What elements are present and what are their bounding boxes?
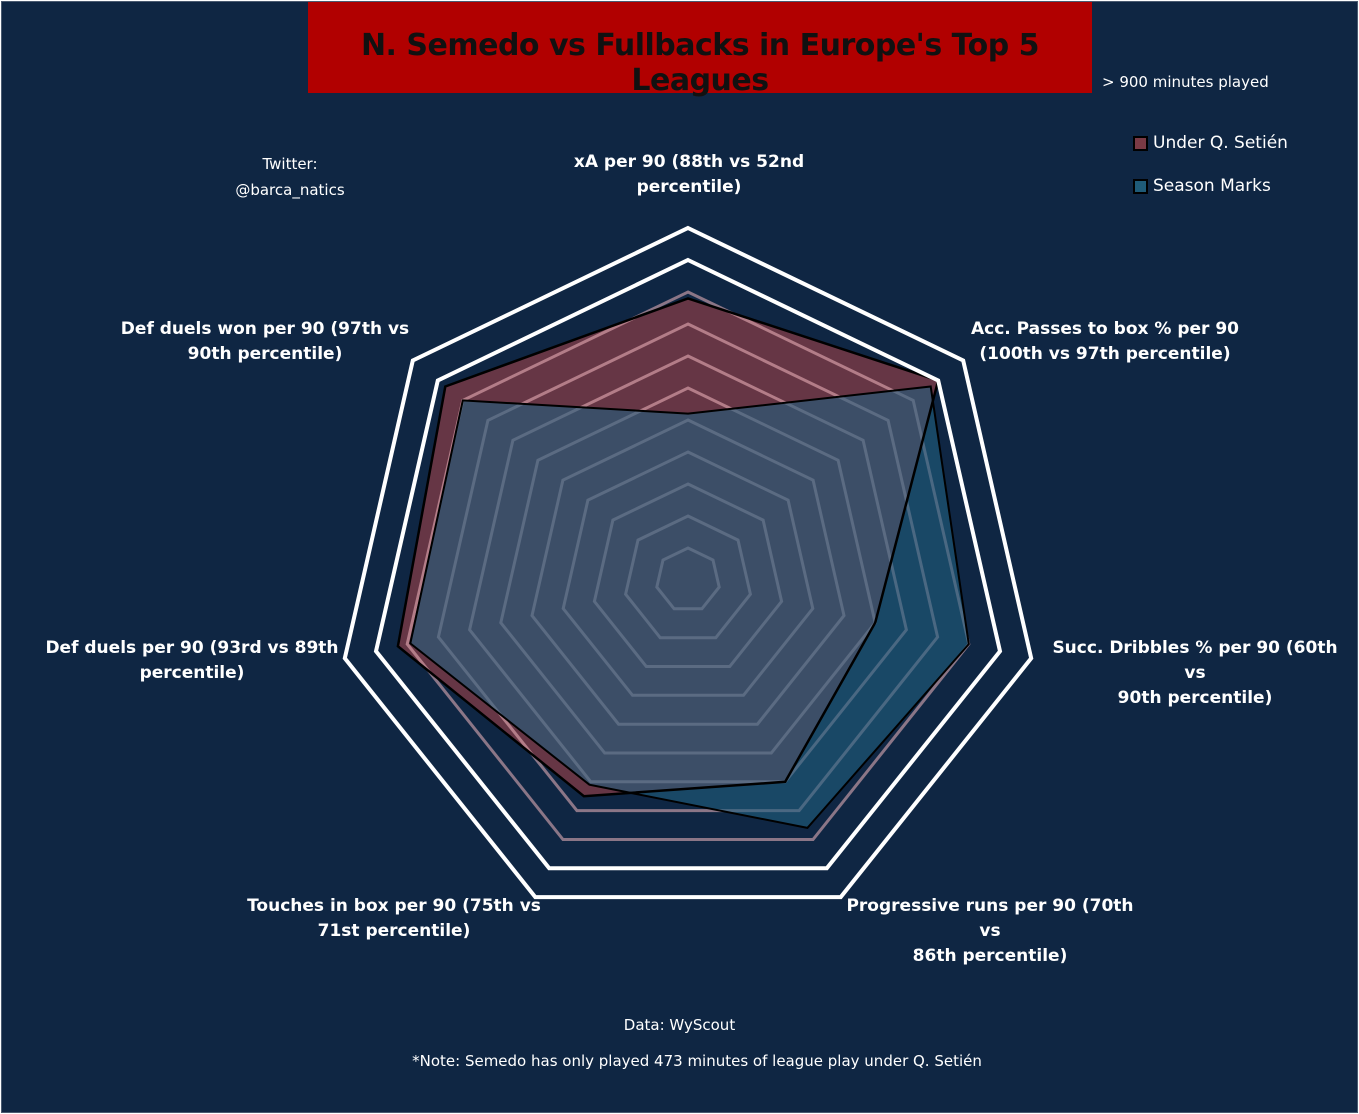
footnote: *Note: Semedo has only played 473 minute… [412,1052,982,1070]
axis-label-xa-line2: percentile) [636,177,742,197]
axis-label-xa: xA per 90 (88th vs 52nd percentile) [539,150,839,200]
axis-label-passes-to-box-line1: Acc. Passes to box % per 90 [970,319,1240,339]
title-banner: N. Semedo vs Fullbacks in Europe's Top 5… [308,2,1092,98]
legend-item-season-marks: Season Marks [1133,176,1271,196]
axis-label-dribbles: Succ. Dribbles % per 90 (60th vs 90th pe… [1045,636,1345,711]
chart-title: N. Semedo vs Fullbacks in Europe's Top 5… [360,28,1040,98]
axis-label-dribbles-line1: Succ. Dribbles % per 90 (60th vs [1052,638,1338,683]
axis-label-touches-in-box-line2: 71st percentile) [317,921,471,941]
series-season-marks-outline [409,385,970,829]
axis-label-def-duels-won-line1: Def duels won per 90 (97th vs [120,319,410,339]
grid-ring-max [373,257,1003,871]
twitter-credit: Twitter: @barca_natics [220,151,360,203]
twitter-credit-line2: @barca_natics [235,181,345,199]
axis-label-progressive-runs-line1: Progressive runs per 90 (70th vs [846,896,1134,941]
outer-frame [342,225,1034,900]
axis-label-passes-to-box: Acc. Passes to box % per 90 (100th vs 97… [955,317,1255,367]
series-season-marks-area [410,386,969,828]
axis-label-def-duels-won-line2: 90th percentile) [187,344,343,364]
axis-label-xa-line1: xA per 90 (88th vs 52nd [573,152,805,172]
axis-label-def-duels-line1: Def duels per 90 (93rd vs 89th [45,638,339,658]
legend-label-under-setien: Under Q. Setién [1153,133,1288,153]
axis-label-touches-in-box: Touches in box per 90 (75th vs 71st perc… [244,894,544,944]
axis-label-def-duels-won: Def duels won per 90 (97th vs 90th perce… [115,317,415,367]
data-source: Data: WyScout [623,1016,736,1034]
twitter-credit-line1: Twitter: [262,155,318,173]
legend-label-season-marks: Season Marks [1153,176,1271,196]
axis-label-dribbles-line2: 90th percentile) [1117,688,1273,708]
series-under-setien-outline [396,297,940,798]
legend-item-under-setien: Under Q. Setién [1133,133,1288,153]
chart-subtitle: > 900 minutes played [1102,73,1269,91]
legend-swatch-season-marks [1133,178,1148,194]
axis-label-def-duels: Def duels per 90 (93rd vs 89th percentil… [42,636,342,686]
legend-swatch-under-setien [1133,135,1148,151]
axis-label-touches-in-box-line1: Touches in box per 90 (75th vs [247,896,541,916]
axis-label-progressive-runs: Progressive runs per 90 (70th vs 86th pe… [840,894,1140,969]
axis-label-def-duels-line2: percentile) [139,663,245,683]
axis-label-passes-to-box-line2: (100th vs 97th percentile) [979,344,1231,364]
axis-label-progressive-runs-line2: 86th percentile) [912,946,1068,966]
